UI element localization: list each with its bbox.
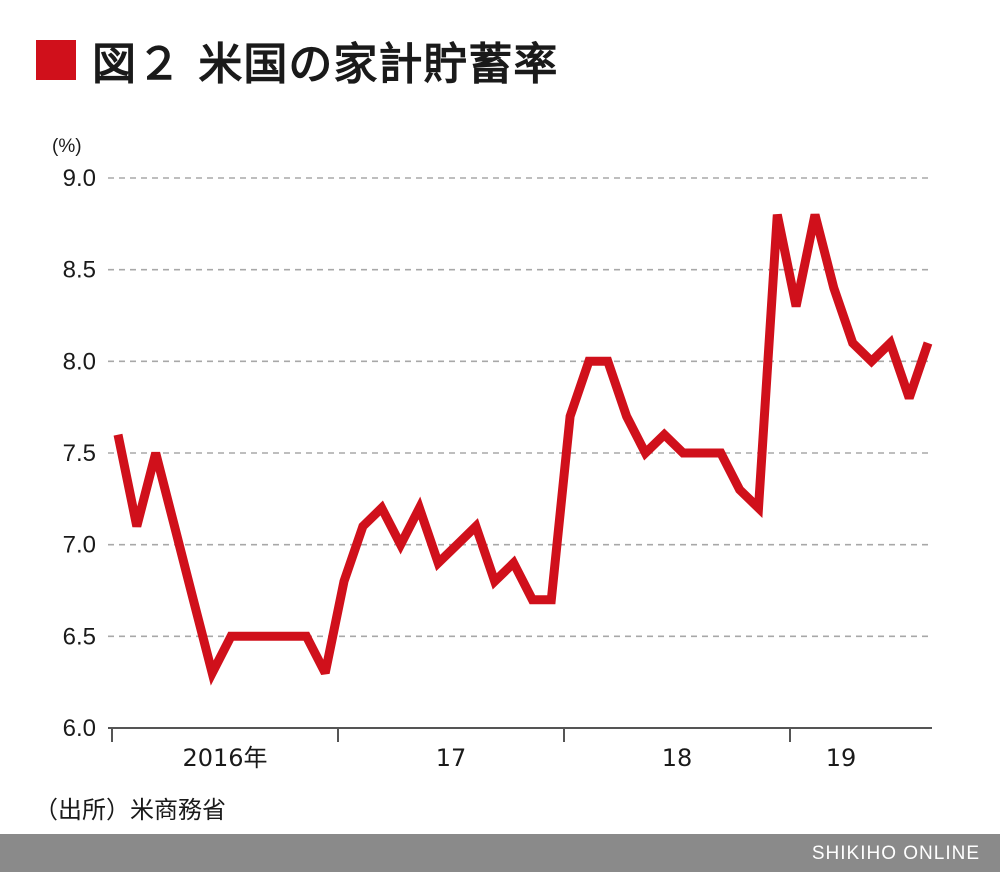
y-tick-label: 8.5 <box>63 257 96 284</box>
y-tick-label: 9.0 <box>63 165 96 192</box>
y-tick-label: 7.5 <box>63 440 96 467</box>
x-period-label: 19 <box>826 744 857 772</box>
x-period-label: 2016年 <box>182 744 267 772</box>
title-marker-square <box>36 40 76 80</box>
y-tick-label: 6.0 <box>63 715 96 742</box>
footer-brand: SHIKIHO ONLINE <box>811 843 980 864</box>
line-chart: (%) 6.0 6.5 7.0 7.5 8.0 8.5 9.0 2016年 17 18 19 <box>52 136 933 772</box>
title-text: 図２ 米国の家計貯蓄率 <box>92 39 559 90</box>
footer-bar: SHIKIHO ONLINE <box>0 834 1000 872</box>
y-tick-label: 8.0 <box>63 348 96 375</box>
series-line-savings-rate <box>113 213 933 686</box>
y-tick-label: 6.5 <box>63 623 96 650</box>
x-period-label: 17 <box>436 744 467 772</box>
chart-title: 図２ 米国の家計貯蓄率 <box>36 30 558 90</box>
x-period-label: 18 <box>662 744 693 772</box>
y-axis-unit-label: (%) <box>52 136 82 157</box>
y-tick-label: 7.0 <box>63 532 96 559</box>
source-note: （出所）米商務省 <box>34 796 226 824</box>
